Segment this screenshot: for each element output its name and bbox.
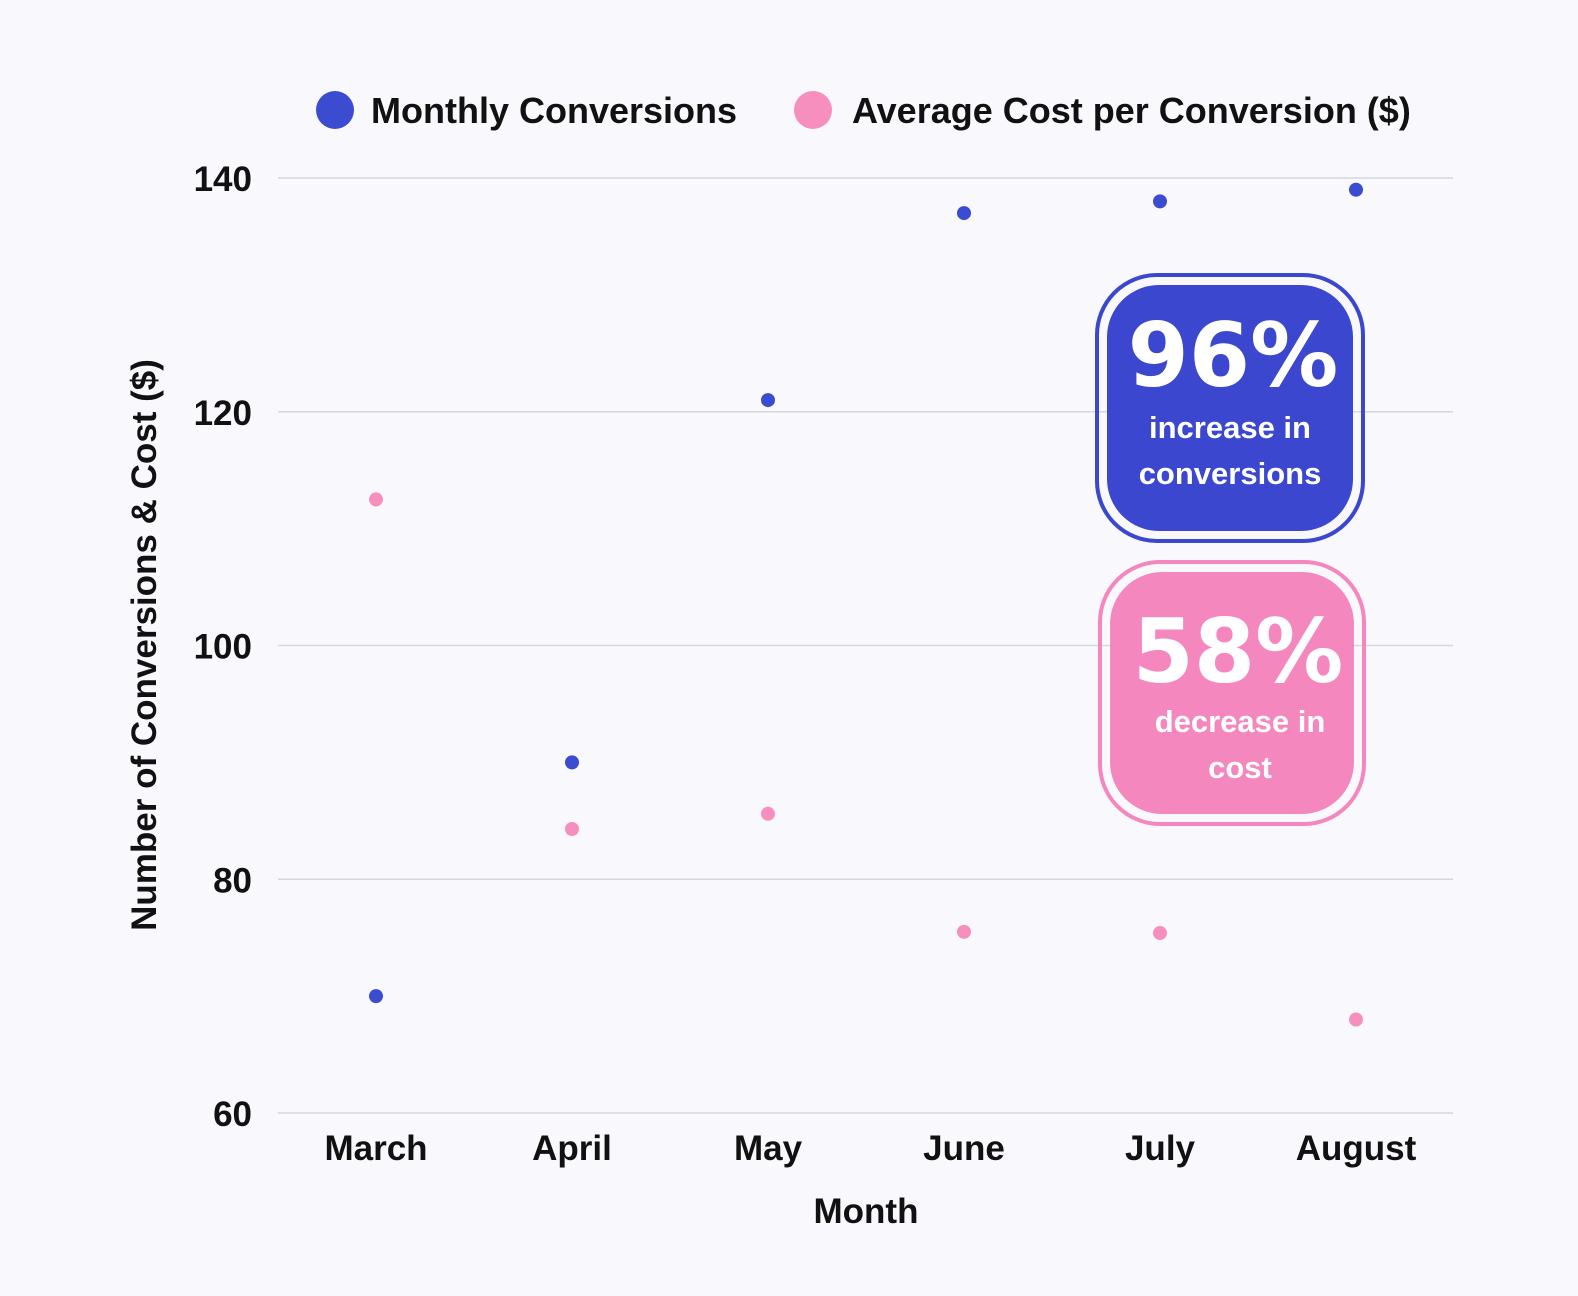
callout-conversions-value: 96%: [1128, 304, 1339, 407]
callout-cost-line2: cost: [1208, 750, 1272, 785]
callout-cost-line1: decrease in: [1155, 704, 1326, 739]
callout-cost-value: 58%: [1133, 600, 1344, 703]
callout-conversions: 96% increase in conversions: [1095, 273, 1365, 543]
conversions-point: [1153, 194, 1167, 209]
conversions-point: [369, 989, 383, 1004]
cost-point: [565, 821, 579, 836]
y-tick-label: 120: [194, 394, 252, 433]
y-tick-label: 80: [213, 861, 252, 900]
conversions-point: [957, 206, 971, 221]
conversions-point: [761, 393, 775, 408]
callout-conversions-line2: conversions: [1139, 456, 1322, 491]
callout-conversions-border: [1095, 273, 1365, 543]
x-tick-label: March: [324, 1129, 427, 1168]
callout-cost-border: [1098, 560, 1366, 826]
legend-label-cost: Average Cost per Conversion ($): [852, 90, 1411, 131]
legend: Monthly Conversions Average Cost per Con…: [316, 90, 1411, 131]
x-tick-label: July: [1125, 1129, 1196, 1168]
legend-label-conversions: Monthly Conversions: [371, 90, 737, 131]
x-tick-label: April: [532, 1129, 612, 1168]
callout-conversions-box: [1107, 285, 1353, 531]
conversions-point: [565, 755, 579, 770]
x-tick-label: August: [1296, 1129, 1417, 1168]
cost-point: [369, 492, 383, 507]
y-axis-ticks: 60 80 100 120 140: [194, 160, 252, 1134]
y-tick-label: 100: [194, 628, 252, 667]
legend-marker-cost: [794, 91, 832, 129]
y-axis-title: Number of Conversions & Cost ($): [125, 359, 164, 931]
x-tick-label: June: [923, 1129, 1005, 1168]
y-tick-label: 140: [194, 160, 252, 199]
y-tick-label: 60: [213, 1095, 252, 1134]
cost-point: [761, 806, 775, 821]
data-points: [369, 182, 1363, 1027]
cost-point: [1349, 1012, 1363, 1027]
legend-marker-conversions: [316, 91, 354, 129]
callout-cost-box: [1110, 572, 1354, 814]
x-axis-title: Month: [814, 1192, 919, 1231]
cost-point: [1153, 926, 1167, 941]
x-tick-label: May: [734, 1129, 803, 1168]
cost-point: [957, 924, 971, 939]
conversions-point: [1349, 182, 1363, 197]
x-axis-ticks: March April May June July August: [324, 1129, 1416, 1168]
callout-conversions-line1: increase in: [1149, 410, 1311, 445]
callout-cost: 58% decrease in cost: [1098, 560, 1366, 826]
